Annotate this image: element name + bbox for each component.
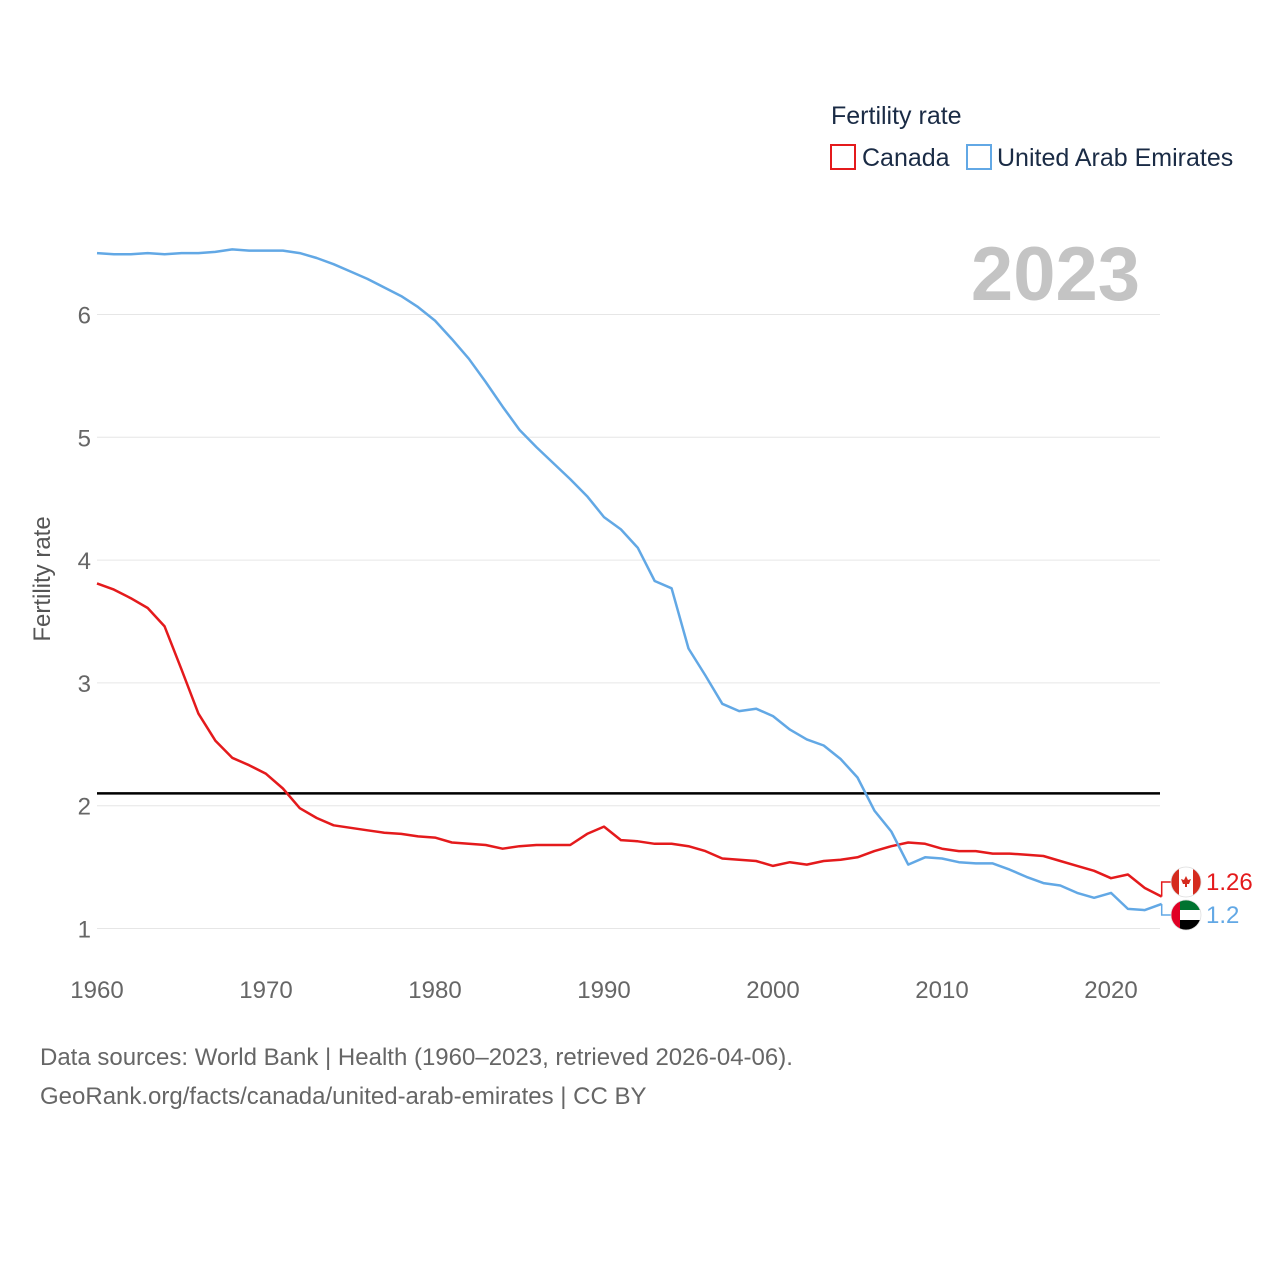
legend: Fertility rate Canada United Arab Emirat… [830, 102, 1233, 172]
y-axis-title: Fertility rate [29, 516, 56, 641]
y-tick-label: 2 [78, 794, 91, 821]
end-connector-canada [1160, 881, 1172, 897]
legend-label-canada[interactable]: Canada [862, 144, 950, 172]
y-tick-label: 6 [78, 303, 91, 330]
series-lines [96, 248, 1163, 912]
y-axis-ticks: 1 2 3 4 5 6 [78, 303, 91, 944]
legend-title: Fertility rate [831, 102, 962, 130]
end-connector-uae [1160, 903, 1172, 916]
canada-flag-icon [1170, 866, 1202, 898]
year-watermark: 2023 [971, 232, 1140, 317]
footer-sources: Data sources: World Bank | Health (1960–… [40, 1044, 793, 1071]
x-axis-ticks: 1960 1970 1980 1990 2000 2010 2020 [70, 977, 1137, 1004]
legend-swatch-uae[interactable] [966, 144, 992, 170]
grid-lines [97, 314, 1160, 929]
x-tick-label: 1990 [577, 977, 630, 1004]
x-tick-label: 1960 [70, 977, 123, 1004]
y-tick-label: 3 [78, 671, 91, 698]
y-tick-label: 1 [78, 917, 91, 944]
y-tick-label: 4 [78, 548, 91, 575]
legend-label-uae[interactable]: United Arab Emirates [997, 144, 1233, 172]
x-tick-label: 2010 [915, 977, 968, 1004]
x-tick-label: 1970 [239, 977, 292, 1004]
series-line-canada[interactable] [96, 582, 1163, 898]
end-labels: 1.26 1.2 [1160, 866, 1253, 931]
uae-flag-icon [1170, 899, 1202, 931]
x-tick-label: 1980 [408, 977, 461, 1004]
y-tick-label: 5 [78, 425, 91, 452]
x-tick-label: 2000 [746, 977, 799, 1004]
end-value-canada: 1.26 [1206, 869, 1253, 896]
legend-swatch-canada[interactable] [830, 144, 856, 170]
series-line-uae[interactable] [96, 248, 1163, 912]
end-value-uae: 1.2 [1206, 902, 1239, 929]
footer-link: GeoRank.org/facts/canada/united-arab-emi… [40, 1083, 647, 1110]
x-tick-label: 2020 [1084, 977, 1137, 1004]
